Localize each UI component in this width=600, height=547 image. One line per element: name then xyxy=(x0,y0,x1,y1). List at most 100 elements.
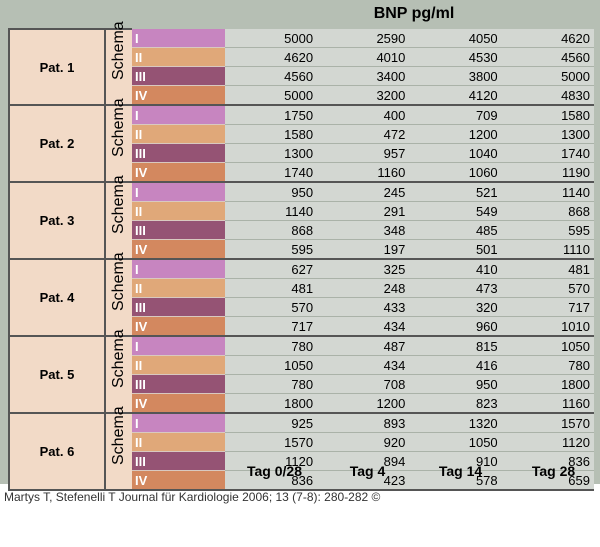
schema-level: IV xyxy=(131,85,225,106)
table-row: Pat. 5 Schema I 780 487 815 1050 xyxy=(8,329,594,414)
value-cell: 248 xyxy=(317,278,410,298)
value-cell: 1200 xyxy=(317,393,410,414)
value-cell: 836 xyxy=(501,451,594,471)
table-row: II 1570 920 1050 1120 xyxy=(9,432,594,452)
table-row: IV 595 197 501 1110 xyxy=(9,239,594,260)
schema-level: III xyxy=(131,451,225,471)
table-row: III 780 708 950 1800 xyxy=(9,374,594,394)
value-cell: 1300 xyxy=(224,143,318,163)
value-cell: 1140 xyxy=(224,201,318,221)
citation-caption: Martys T, Stefenelli T Journal für Kardi… xyxy=(4,490,381,504)
schema-label: Schema xyxy=(109,174,127,234)
value-cell: 1050 xyxy=(409,432,502,452)
value-cell: 5000 xyxy=(501,66,594,86)
schema-label: Schema xyxy=(109,405,127,465)
value-cell: 416 xyxy=(409,355,502,375)
table-row: II 481 248 473 570 xyxy=(9,278,594,298)
value-cell: 1140 xyxy=(501,182,594,202)
value-cell: 400 xyxy=(317,105,410,125)
value-cell: 485 xyxy=(409,220,502,240)
bnp-table: Pat. 1 Schema I 5000 2590 4050 4620 II 4620 4010 4… xyxy=(8,21,594,491)
value-cell: 473 xyxy=(409,278,502,298)
table-row: Pat. 1 Schema I 5000 2590 4050 4620 xyxy=(8,21,594,106)
patient-label: Pat. 6 xyxy=(8,412,106,491)
table-row: IV 1800 1200 823 1160 xyxy=(9,393,594,414)
value-cell: 1050 xyxy=(501,336,594,356)
value-cell: 4620 xyxy=(501,29,594,48)
value-cell: 780 xyxy=(224,336,318,356)
value-cell: 3800 xyxy=(409,66,502,86)
table-row: IV 717 434 960 1010 xyxy=(9,316,594,337)
schema-level: IV xyxy=(131,316,225,337)
value-cell: 1200 xyxy=(409,124,502,144)
value-cell: 4050 xyxy=(409,29,502,48)
value-cell: 2590 xyxy=(317,29,410,48)
schema-level: I xyxy=(131,105,225,125)
value-cell: 4560 xyxy=(224,66,318,86)
value-cell: 4120 xyxy=(409,85,502,106)
table-row: Pat. 6 Schema I 925 893 1320 1570 xyxy=(8,406,594,491)
table-row: IV 836 423 578 659 xyxy=(9,470,594,491)
patient-label: Pat. 5 xyxy=(8,335,106,414)
value-cell: 1570 xyxy=(501,413,594,433)
schema-level: I xyxy=(131,336,225,356)
value-cell: 4010 xyxy=(317,47,410,67)
value-cell: 5000 xyxy=(224,85,318,106)
table-row: Pat. 4 Schema I 627 325 410 481 xyxy=(8,252,594,337)
value-cell: 910 xyxy=(409,451,502,471)
value-cell: 1120 xyxy=(224,451,318,471)
schema-level: II xyxy=(131,355,225,375)
value-cell: 708 xyxy=(317,374,410,394)
schema-cell: Schema xyxy=(104,328,132,414)
patient-label: Pat. 3 xyxy=(8,181,106,260)
value-cell: 1750 xyxy=(224,105,318,125)
schema-level: IV xyxy=(131,162,225,183)
value-cell: 1570 xyxy=(224,432,318,452)
schema-cell: Schema xyxy=(104,252,132,337)
table-row: II 1580 472 1200 1300 xyxy=(9,124,594,144)
value-cell: 950 xyxy=(224,182,318,202)
schema-label: Schema xyxy=(109,328,127,388)
table-row: III 570 433 320 717 xyxy=(9,297,594,317)
value-cell: 3200 xyxy=(317,85,410,106)
value-cell: 659 xyxy=(501,470,594,491)
value-cell: 780 xyxy=(501,355,594,375)
value-cell: 570 xyxy=(224,297,318,317)
table-row: II 1140 291 549 868 xyxy=(9,201,594,221)
value-cell: 1320 xyxy=(409,413,502,433)
schema-level: I xyxy=(131,29,225,48)
schema-cell: Schema xyxy=(104,405,132,491)
value-cell: 1300 xyxy=(501,124,594,144)
value-cell: 627 xyxy=(224,259,318,279)
value-cell: 487 xyxy=(317,336,410,356)
value-cell: 481 xyxy=(501,259,594,279)
value-cell: 960 xyxy=(409,316,502,337)
value-cell: 1010 xyxy=(501,316,594,337)
value-cell: 709 xyxy=(409,105,502,125)
value-cell: 472 xyxy=(317,124,410,144)
value-cell: 291 xyxy=(317,201,410,221)
schema-level: III xyxy=(131,374,225,394)
value-cell: 823 xyxy=(409,393,502,414)
value-cell: 1740 xyxy=(501,143,594,163)
schema-cell: Schema xyxy=(104,21,132,106)
patient-label: Pat. 2 xyxy=(8,104,106,183)
schema-level: IV xyxy=(131,470,225,491)
value-cell: 4830 xyxy=(501,85,594,106)
col-label-0: Tag 0/28 xyxy=(247,463,302,479)
schema-level: II xyxy=(131,124,225,144)
schema-level: II xyxy=(131,47,225,67)
value-cell: 1050 xyxy=(224,355,318,375)
col-label-3: Tag 28 xyxy=(531,463,576,479)
table-row: Pat. 2 Schema I 1750 400 709 1580 xyxy=(8,98,594,183)
schema-level: III xyxy=(131,143,225,163)
value-cell: 920 xyxy=(317,432,410,452)
value-cell: 868 xyxy=(224,220,318,240)
value-cell: 1060 xyxy=(409,162,502,183)
value-cell: 4620 xyxy=(224,47,318,67)
schema-level: II xyxy=(131,432,225,452)
schema-label: Schema xyxy=(109,97,127,157)
value-cell: 549 xyxy=(409,201,502,221)
value-cell: 410 xyxy=(409,259,502,279)
value-cell: 570 xyxy=(501,278,594,298)
